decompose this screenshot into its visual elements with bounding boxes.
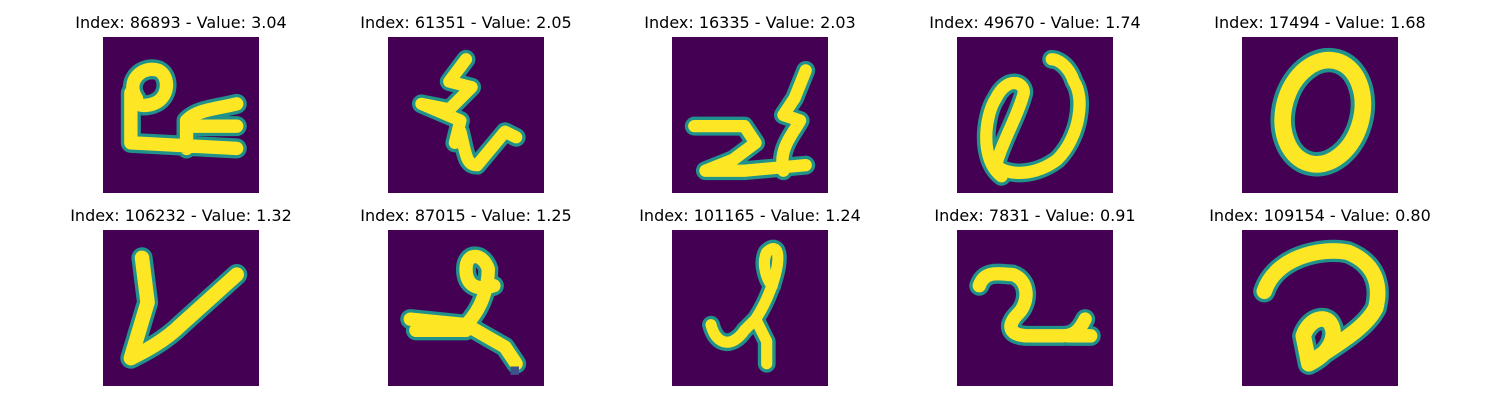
handwritten-glyph: [103, 37, 259, 193]
handwritten-glyph: [388, 230, 544, 386]
glyph-image: [103, 230, 259, 386]
handwritten-glyph: [672, 37, 828, 193]
handwritten-glyph: [957, 37, 1113, 193]
panel-title: Index: 87015 - Value: 1.25: [316, 206, 616, 226]
glyph-image: [957, 37, 1113, 193]
glyph-image: [103, 37, 259, 193]
glyph-image: [957, 230, 1113, 386]
handwritten-glyph: [672, 230, 828, 386]
panel-title: Index: 101165 - Value: 1.24: [600, 206, 900, 226]
panel-title: Index: 7831 - Value: 0.91: [885, 206, 1185, 226]
glyph-image: [672, 37, 828, 193]
handwritten-glyph: [957, 230, 1113, 386]
panel-title: Index: 17494 - Value: 1.68: [1170, 13, 1470, 33]
handwritten-glyph: [388, 37, 544, 193]
glyph-image: [1242, 230, 1398, 386]
panel-title: Index: 61351 - Value: 2.05: [316, 13, 616, 33]
handwritten-glyph: [1242, 230, 1398, 386]
glyph-image: [672, 230, 828, 386]
handwritten-glyph: [1242, 37, 1398, 193]
panel-title: Index: 109154 - Value: 0.80: [1170, 206, 1470, 226]
glyph-image: [388, 230, 544, 386]
panel-title: Index: 16335 - Value: 2.03: [600, 13, 900, 33]
glyph-image: [1242, 37, 1398, 193]
panel-title: Index: 106232 - Value: 1.32: [31, 206, 331, 226]
panel-title: Index: 86893 - Value: 3.04: [31, 13, 331, 33]
panel-title: Index: 49670 - Value: 1.74: [885, 13, 1185, 33]
glyph-image: [388, 37, 544, 193]
handwritten-glyph: [103, 230, 259, 386]
